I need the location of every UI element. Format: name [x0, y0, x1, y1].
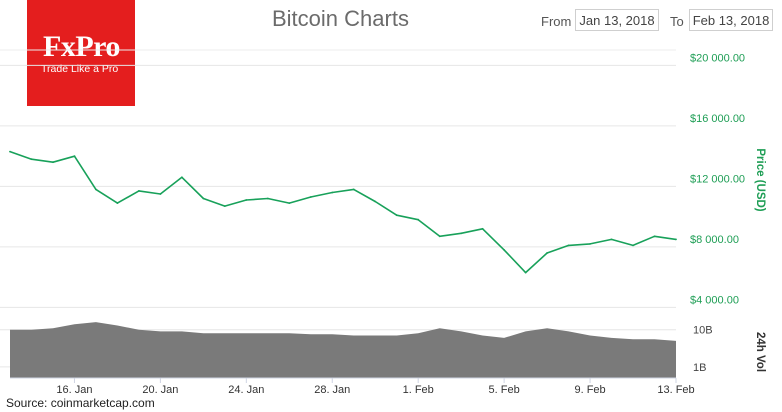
- price-series-line: [9, 150, 677, 274]
- price-point: [181, 176, 183, 179]
- price-axis-title: Price (USD): [754, 148, 766, 211]
- fxpro-logo: FxPro Trade Like a Pro: [27, 0, 135, 106]
- volume-area: [10, 322, 676, 378]
- price-point: [30, 158, 33, 161]
- volume-tick-label: 1B: [693, 362, 706, 374]
- volume-layer: [10, 322, 676, 378]
- logo-tagline: Trade Like a Pro: [41, 63, 119, 75]
- from-date-input[interactable]: Jan 13, 2018: [575, 9, 659, 31]
- price-point: [503, 249, 505, 251]
- chart-title: Bitcoin Charts: [272, 6, 409, 31]
- price-point: [610, 238, 613, 241]
- price-point: [73, 155, 76, 158]
- x-tick-label: 13. Feb: [657, 384, 694, 396]
- price-point: [481, 227, 484, 230]
- x-tick-label: 5. Feb: [489, 384, 520, 396]
- price-point: [438, 235, 441, 238]
- source-note: Source: coinmarketcap.com: [6, 396, 155, 410]
- price-point: [266, 197, 269, 200]
- price-point: [138, 190, 140, 192]
- x-tick-label: 20. Jan: [142, 384, 178, 396]
- from-label: From: [541, 14, 572, 29]
- price-point: [653, 235, 656, 238]
- price-tick-label: $4 000.00: [690, 294, 739, 306]
- price-tick-label: $20 000.00: [690, 52, 745, 64]
- price-point: [9, 150, 11, 153]
- price-point: [202, 197, 205, 200]
- price-point: [159, 193, 162, 195]
- price-point: [331, 191, 334, 194]
- x-tick-label: 9. Feb: [574, 384, 605, 396]
- x-tick-label: 28. Jan: [314, 384, 350, 396]
- x-tick-label: 16. Jan: [56, 384, 92, 396]
- price-point: [352, 188, 355, 191]
- price-point: [460, 232, 463, 235]
- price-point: [675, 238, 677, 241]
- x-tick-label: 1. Feb: [403, 384, 434, 396]
- price-layer: [9, 150, 677, 274]
- price-point: [95, 188, 97, 191]
- volume-axis-title: 24h Vol: [754, 332, 766, 372]
- price-tick-label: $16 000.00: [690, 113, 745, 125]
- price-point: [52, 161, 54, 164]
- price-point: [395, 214, 398, 217]
- price-point: [589, 243, 591, 245]
- price-point: [567, 244, 570, 247]
- price-point: [245, 199, 248, 201]
- price-point: [288, 202, 291, 205]
- to-date-input[interactable]: Feb 13, 2018: [689, 9, 773, 31]
- price-point: [374, 200, 377, 203]
- price-point: [632, 244, 634, 247]
- price-point: [116, 202, 119, 205]
- price-tick-label: $8 000.00: [690, 234, 739, 246]
- price-point: [546, 252, 548, 254]
- volume-tick-label: 10B: [693, 325, 713, 337]
- price-point: [417, 218, 420, 221]
- price-tick-label: $12 000.00: [690, 173, 745, 185]
- to-label: To: [670, 14, 684, 29]
- logo-brand: FxPro: [43, 30, 120, 63]
- price-point: [223, 205, 226, 208]
- price-point: [524, 271, 527, 274]
- x-tick-label: 24. Jan: [228, 384, 264, 396]
- price-point: [309, 196, 312, 198]
